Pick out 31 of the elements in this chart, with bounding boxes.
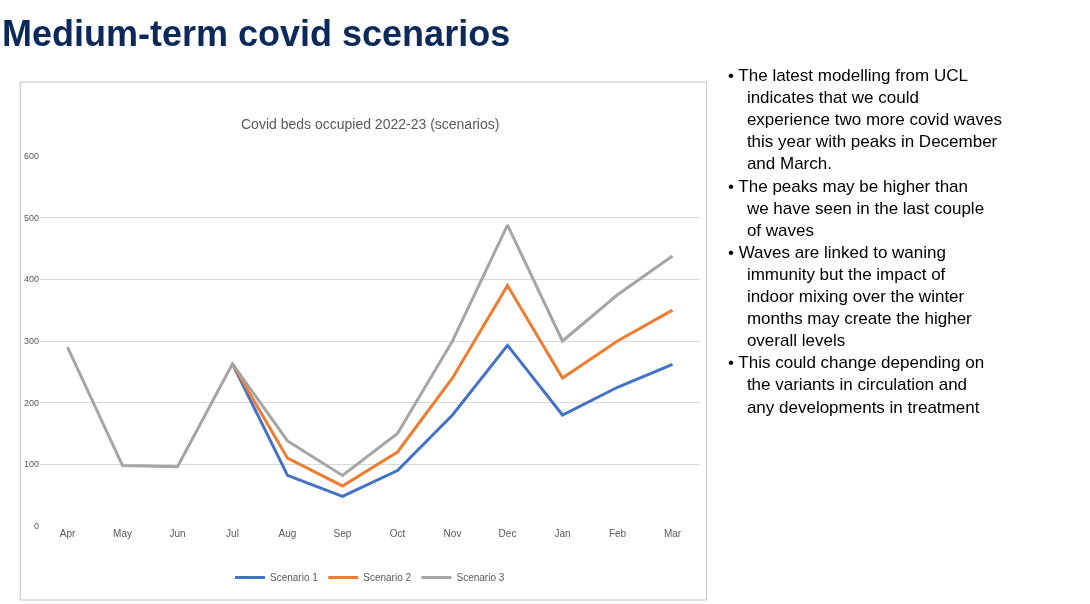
- x-tick-label: Mar: [663, 528, 682, 539]
- x-tick-label: Nov: [443, 528, 462, 539]
- x-tick-label: Feb: [608, 528, 627, 539]
- y-tick-label: 100: [23, 459, 39, 470]
- text: • This could change depending on the variants in circulation and any developments in treatment: [728, 353, 985, 417]
- text: • Waves are linked to waning immunity but the impact of indoor mixing over the winter months may create the higher overall levels: [728, 242, 973, 351]
- x-tick-label: Dec: [498, 528, 517, 539]
- line-series: [66, 223, 674, 477]
- y-tick-label: 200: [23, 397, 39, 408]
- x-tick-label: Oct: [389, 528, 406, 539]
- x-tick-label: May: [113, 528, 132, 539]
- y-tick-label: 400: [23, 274, 39, 285]
- x-tick-label: Sep: [333, 528, 352, 539]
- x-tick-label: Jul: [226, 528, 239, 539]
- text: • The peaks may be higher than we have seen in the last couple of waves: [728, 176, 985, 240]
- chart-title: Medium-term covid scenarios: [2, 13, 511, 54]
- line-series: [231, 343, 674, 498]
- legend-label: Scenario 3: [456, 572, 505, 584]
- x-tick-label: Aug: [278, 528, 297, 539]
- line-series: [231, 284, 674, 488]
- y-tick-label: 300: [23, 336, 39, 347]
- legend-label: Scenario 1: [270, 572, 319, 584]
- legend-label: Scenario 2: [363, 572, 412, 584]
- x-tick-label: Apr: [59, 528, 76, 539]
- y-tick-label: 0: [33, 521, 39, 532]
- y-tick-label: 500: [23, 212, 39, 223]
- x-tick-label: Jan: [554, 528, 571, 539]
- x-tick-label: Jun: [169, 528, 186, 539]
- text: • The latest modelling from UCL indicates that we could experience two more covid waves this year with peaks in December and March.: [728, 66, 1003, 174]
- chart-subtitle: Covid beds occupied 2022-23 (scenarios): [241, 116, 500, 132]
- y-tick-label: 600: [23, 151, 39, 162]
